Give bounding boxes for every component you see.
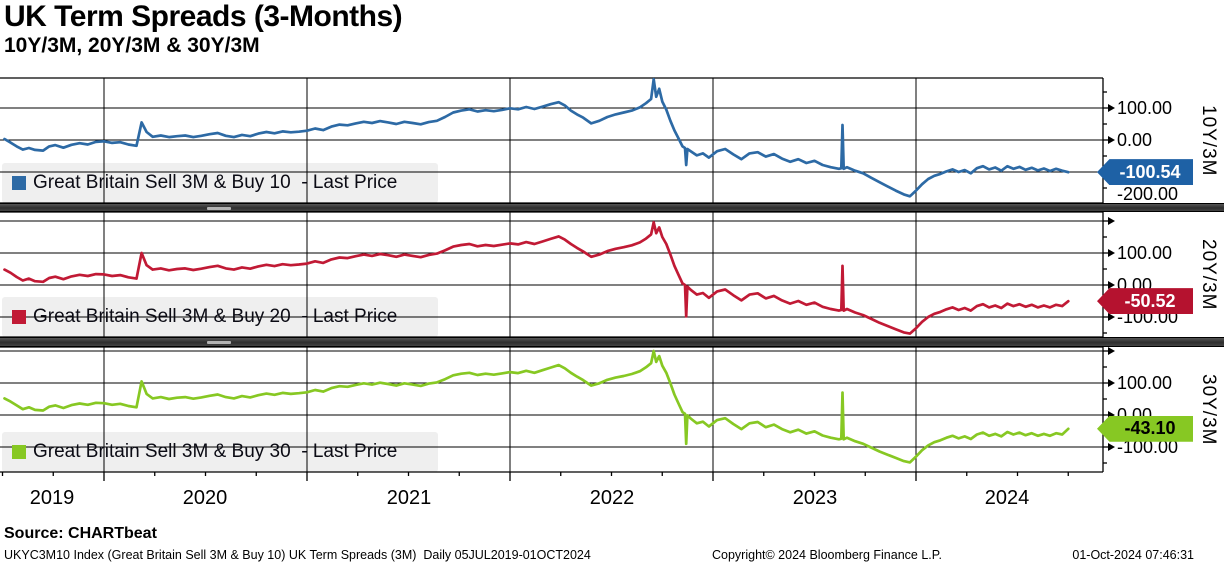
footer-index-info: UKYC3M10 Index (Great Britain Sell 3M & … [4,548,591,562]
footer-copyright: Copyright© 2024 Bloomberg Finance L.P. [712,548,942,562]
page-title: UK Term Spreads (3-Months) [4,0,403,33]
y-axis-tick-arrow-icon [1108,379,1115,387]
legend-label: Great Britain Sell 3M & Buy 30 - Last Pr… [33,441,398,462]
y-axis-tick-arrow-icon [1108,217,1115,225]
x-axis-year-label: 2023 [792,487,838,509]
legend-30y3m[interactable]: Great Britain Sell 3M & Buy 30 - Last Pr… [12,432,442,472]
legend-background [2,163,438,203]
last-price-badge-30y3m[interactable]: -43.10 [1097,415,1193,442]
legend-marker-icon [12,445,26,459]
axis-title-10y3m: 10Y/3M [1198,104,1219,177]
page-subtitle: 10Y/3M, 20Y/3M & 30Y/3M [4,34,260,57]
legend-label: Great Britain Sell 3M & Buy 10 - Last Pr… [33,172,398,193]
y-axis-tick-arrow-icon [1108,249,1115,257]
last-price-value: -43.10 [1124,418,1176,439]
x-axis-year-label: 2019 [29,487,75,509]
y-axis-tick-arrow-icon [1108,443,1115,451]
series-line-10y3m [3,77,1070,198]
last-price-badge-10y3m[interactable]: -100.54 [1097,159,1193,186]
y-axis-label: 0.00 [1117,130,1153,150]
panel-separator[interactable] [0,203,1224,212]
separator-handle-icon [207,341,231,344]
x-axis-year-label: 2021 [386,487,432,509]
footer-timestamp: 01-Oct-2024 07:46:31 [1072,548,1194,562]
y-axis-tick-arrow-icon [1108,104,1115,112]
x-axis-year-label: 2020 [182,487,228,509]
y-axis-tick-arrow-icon [1108,313,1115,321]
y-axis-label: -100.00 [1117,437,1179,457]
legend-marker-icon [12,176,26,190]
y-axis-tick-arrow-icon [1108,136,1115,144]
x-axis-year-label: 2024 [984,487,1030,509]
y-axis-label: 100.00 [1117,98,1173,118]
axis-title-20y3m: 20Y/3M [1198,238,1219,311]
last-price-value: -50.52 [1124,290,1176,311]
panel-separator[interactable] [0,337,1224,347]
last-price-value: -100.54 [1119,161,1181,182]
legend-background [2,432,438,472]
y-axis-label: 100.00 [1117,373,1173,393]
series-line-30y3m [3,349,1070,464]
last-price-badge-20y3m[interactable]: -50.52 [1097,288,1193,315]
y-axis-label: 100.00 [1117,243,1173,263]
axis-title-30y3m: 30Y/3M [1198,373,1219,446]
source-label: Source: CHARTbeat [4,525,157,542]
legend-marker-icon [12,310,26,324]
separator-handle-icon [207,207,231,210]
y-axis-tick-arrow-icon [1108,281,1115,289]
legend-label: Great Britain Sell 3M & Buy 20 - Last Pr… [33,306,398,327]
x-axis-year-label: 2022 [589,487,635,509]
y-axis-label: -200.00 [1117,184,1179,204]
legend-10y3m[interactable]: Great Britain Sell 3M & Buy 10 - Last Pr… [12,163,442,203]
legend-20y3m[interactable]: Great Britain Sell 3M & Buy 20 - Last Pr… [12,297,442,337]
series-line-20y3m [3,220,1070,335]
y-axis-tick-arrow-icon [1108,347,1115,355]
